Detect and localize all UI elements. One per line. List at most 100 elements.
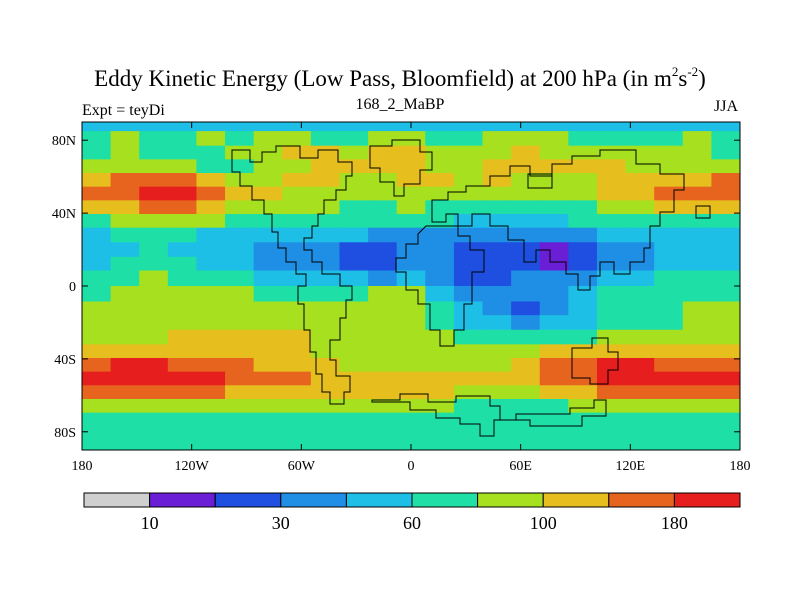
field-cell [196,227,226,243]
field-cell [196,173,226,188]
field-cell [110,286,140,303]
colorbar-box [673,492,741,508]
field-cell [339,145,369,160]
field-cell [596,301,627,316]
field-cell [568,329,598,345]
colorbar-box [280,492,347,508]
field-cell [82,286,112,303]
field-cell [167,159,198,174]
field-cell [711,131,740,147]
field-cell [654,398,684,414]
field-cell [225,122,255,132]
field-cell [310,344,341,359]
field-cell [596,227,627,243]
field-cell [654,315,684,331]
field-cell [396,270,426,287]
field-cell [596,186,627,201]
field-cell [539,131,569,147]
field-cell [425,227,455,243]
field-cell [453,385,484,400]
field-cell [453,440,484,450]
coastline-africa [395,225,485,347]
field-cell [654,286,684,303]
field-cell [539,371,569,386]
field-cell [482,131,512,147]
field-cell [511,440,541,450]
field-cell [596,270,627,287]
field-cell [368,200,398,215]
field-cell [110,186,140,201]
field-cell [425,357,455,373]
field-cell [711,173,740,188]
field-cell [568,227,598,243]
field-cell [511,227,541,243]
field-cell [482,344,512,359]
field-cell [682,329,712,345]
field-cell [625,398,655,414]
chart-title: Eddy Kinetic Energy (Low Pass, Bloomfiel… [0,65,800,92]
field-cell [110,131,140,147]
field-cell [82,398,112,414]
field-cell [368,440,398,450]
field-cell [110,145,140,160]
field-cell [139,286,169,303]
field-cell [654,357,684,373]
field-cell [596,214,627,229]
field-cell [253,385,283,400]
field-cell [253,371,283,386]
colorbar-box [477,492,544,508]
field-cell [568,315,598,331]
field-cell [110,256,140,272]
field-cell [196,214,226,229]
field-cell [711,186,740,201]
field-cell [453,426,484,442]
field-cell [511,186,541,201]
field-cell [339,344,369,359]
field-cell [482,301,512,316]
field-cell [654,173,684,188]
field-cell [196,186,226,201]
field-cell [167,227,198,243]
field-cell [425,385,455,400]
field-cell [339,398,369,414]
field-cell [654,122,684,132]
field-cell [339,357,369,373]
field-cell [539,242,569,258]
field-cell [110,371,140,386]
field-cell [368,371,398,386]
field-cell [539,214,569,229]
field-cell [225,270,255,287]
field-cell [167,214,198,229]
field-cell [511,173,541,188]
field-cell [82,227,112,243]
field-cell [596,329,627,345]
field-cell [539,301,569,316]
field-cell [282,159,312,174]
field-cell [568,145,598,160]
field-cell [282,357,312,373]
field-cell [253,214,283,229]
field-cell [568,173,598,188]
field-cell [225,256,255,272]
field-cell [282,145,312,160]
colorbar-label: 180 [661,513,688,533]
field-cell [511,357,541,373]
field-cell [167,315,198,331]
field-cell [396,256,426,272]
field-cell [196,315,226,331]
field-cell [82,270,112,287]
field-cell [253,329,283,345]
field-cell [82,329,112,345]
field-cell [339,426,369,442]
field-cell [368,286,398,303]
field-cell [568,440,598,450]
y-tick-label: 0 [69,280,76,295]
field-cell [82,344,112,359]
field-cell [568,385,598,400]
field-cell [139,122,169,132]
field-cell [539,256,569,272]
field-cell [654,344,684,359]
field-cell [425,145,455,160]
field-cell [625,412,655,427]
field-cell [225,214,255,229]
